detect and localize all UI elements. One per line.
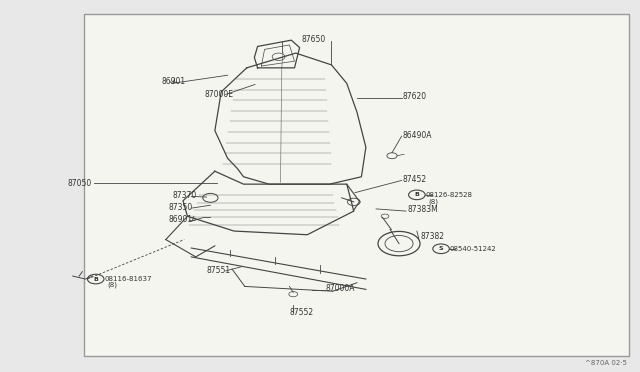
Text: 87383M: 87383M bbox=[408, 205, 438, 215]
Text: 87551: 87551 bbox=[207, 266, 230, 275]
Text: 08540-51242: 08540-51242 bbox=[449, 246, 496, 252]
Text: 08116-81637: 08116-81637 bbox=[104, 276, 152, 282]
Text: ^870A 02·5: ^870A 02·5 bbox=[585, 360, 627, 366]
Text: 86901: 86901 bbox=[168, 215, 193, 224]
Text: 87382: 87382 bbox=[420, 232, 445, 241]
Text: 87050: 87050 bbox=[68, 179, 92, 187]
Text: 87620: 87620 bbox=[403, 92, 427, 101]
Text: (8): (8) bbox=[108, 282, 118, 288]
Text: S: S bbox=[439, 246, 444, 251]
Text: B: B bbox=[415, 192, 419, 198]
Text: 87370: 87370 bbox=[172, 191, 196, 200]
Text: 87000E: 87000E bbox=[204, 90, 233, 99]
Text: 87000A: 87000A bbox=[325, 284, 355, 293]
Text: B: B bbox=[93, 276, 98, 282]
Text: 87650: 87650 bbox=[301, 35, 326, 44]
Text: 87552: 87552 bbox=[289, 308, 314, 317]
Text: (8): (8) bbox=[428, 198, 438, 205]
Text: 08126-82528: 08126-82528 bbox=[426, 192, 473, 198]
Text: 87452: 87452 bbox=[403, 175, 427, 184]
Text: 87350: 87350 bbox=[168, 202, 193, 212]
Text: 86901: 86901 bbox=[162, 77, 186, 86]
FancyBboxPatch shape bbox=[84, 14, 629, 356]
Text: 86490A: 86490A bbox=[403, 131, 433, 140]
